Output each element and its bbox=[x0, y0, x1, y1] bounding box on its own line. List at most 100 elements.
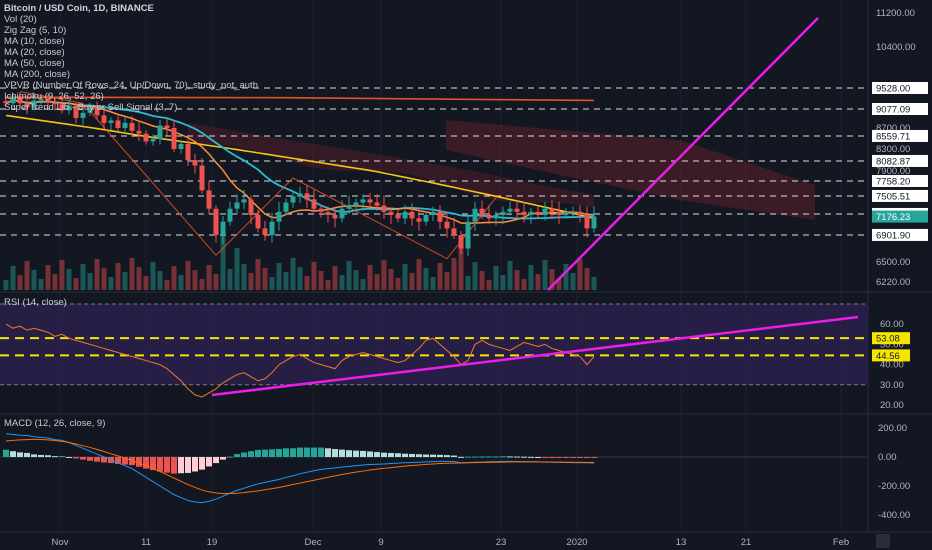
volume-bar bbox=[325, 280, 331, 290]
macd-histogram-bar bbox=[374, 452, 380, 457]
macd-histogram-bar bbox=[45, 455, 51, 457]
candle-body bbox=[150, 138, 156, 142]
candle-body bbox=[10, 97, 16, 104]
candle bbox=[290, 191, 296, 208]
macd-histogram-bar bbox=[353, 450, 359, 457]
candle bbox=[402, 205, 408, 225]
volume-bar bbox=[234, 248, 240, 290]
volume-bar bbox=[17, 275, 23, 290]
candle-body bbox=[493, 215, 499, 219]
volume-bar bbox=[577, 259, 583, 290]
candle-body bbox=[178, 143, 184, 149]
candle-body bbox=[143, 133, 149, 142]
candle bbox=[59, 97, 65, 114]
volume-bar bbox=[395, 278, 401, 290]
candle bbox=[535, 206, 541, 220]
macd-title[interactable]: MACD (12, 26, close, 9) bbox=[4, 418, 106, 429]
candle bbox=[192, 153, 198, 174]
macd-histogram-bar bbox=[500, 456, 506, 458]
candle bbox=[171, 119, 177, 153]
date-tick-label: 13 bbox=[676, 537, 687, 548]
candle-body bbox=[542, 208, 548, 216]
study-ichimoku[interactable]: Ichimoku (9, 26, 52, 26) bbox=[4, 91, 104, 102]
level-price-label: 7758.20 bbox=[876, 176, 910, 187]
study-vpvr[interactable]: VPVR (Number Of Rows, 24, Up/Down, 70), … bbox=[4, 80, 258, 91]
macd-histogram-bar bbox=[3, 449, 9, 457]
candle-body bbox=[185, 143, 191, 161]
candle bbox=[507, 201, 513, 216]
rsi-tick-label: 30.00 bbox=[880, 380, 904, 391]
level-price-label: 9528.00 bbox=[876, 84, 910, 95]
candle bbox=[143, 130, 149, 145]
candle bbox=[136, 122, 142, 141]
rsi-tick-label: 20.00 bbox=[880, 400, 904, 411]
candle-body bbox=[199, 165, 205, 191]
macd-histogram-bar bbox=[570, 457, 576, 458]
candle-body bbox=[136, 130, 142, 134]
candle-body bbox=[584, 215, 590, 229]
macd-histogram-bar bbox=[87, 457, 93, 461]
volume-bar bbox=[185, 261, 191, 290]
candle bbox=[108, 117, 114, 130]
candle bbox=[10, 93, 16, 108]
candle bbox=[556, 201, 562, 225]
candle bbox=[122, 117, 128, 133]
study-supertrend[interactable]: SuperTrend Lib - Buy or Sell Signal (3, … bbox=[4, 102, 178, 113]
study-zigzag[interactable]: Zig Zag (5, 10) bbox=[4, 25, 67, 36]
study-ma10[interactable]: MA (10, close) bbox=[4, 36, 65, 47]
volume-bar bbox=[542, 260, 548, 290]
candle-body bbox=[171, 128, 177, 149]
volume-bar bbox=[276, 263, 282, 290]
candle bbox=[409, 203, 415, 226]
candle-body bbox=[101, 115, 107, 123]
volume-bar bbox=[584, 268, 590, 290]
study-ma50[interactable]: MA (50, close) bbox=[4, 58, 65, 69]
macd-histogram-bar bbox=[241, 452, 247, 457]
volume-bar bbox=[472, 262, 478, 290]
candle bbox=[248, 195, 254, 225]
candle bbox=[318, 205, 324, 218]
volume-bar bbox=[500, 275, 506, 290]
candle bbox=[346, 195, 352, 214]
macd-histogram-bar bbox=[234, 454, 240, 457]
date-tick-label: Feb bbox=[833, 537, 849, 548]
candle-body bbox=[514, 208, 520, 212]
volume-bar bbox=[45, 265, 51, 290]
macd-histogram-bar bbox=[381, 452, 387, 457]
candle bbox=[241, 189, 247, 210]
volume-bar bbox=[521, 279, 527, 290]
volume-bar bbox=[199, 279, 205, 290]
macd-histogram-bar bbox=[206, 457, 212, 467]
candle bbox=[388, 208, 394, 225]
volume-bar bbox=[332, 266, 338, 290]
volume-bar bbox=[164, 280, 170, 290]
rsi-title[interactable]: RSI (14, close) bbox=[4, 297, 67, 308]
candle bbox=[262, 221, 268, 241]
volume-bar bbox=[528, 265, 534, 290]
volume-bar bbox=[388, 269, 394, 290]
candle-body bbox=[395, 215, 401, 219]
volume-bar bbox=[129, 258, 135, 290]
volume-bar bbox=[367, 265, 373, 290]
study-vol[interactable]: Vol (20) bbox=[4, 14, 37, 25]
macd-histogram-bar bbox=[171, 457, 177, 474]
candle bbox=[3, 98, 9, 107]
volume-bar bbox=[549, 269, 555, 290]
macd-histogram-bar bbox=[66, 457, 72, 458]
volume-bar bbox=[451, 258, 457, 290]
volume-bar bbox=[150, 262, 156, 290]
candle-body bbox=[108, 120, 114, 123]
macd-histogram-bar bbox=[528, 456, 534, 458]
candle bbox=[514, 200, 520, 218]
study-ma200[interactable]: MA (200, close) bbox=[4, 69, 70, 80]
volume-bar bbox=[136, 267, 142, 290]
candle-body bbox=[45, 98, 51, 103]
candle bbox=[115, 116, 121, 132]
study-ma20[interactable]: MA (20, close) bbox=[4, 47, 65, 58]
candle-body bbox=[80, 112, 86, 118]
candle bbox=[451, 217, 457, 240]
candle bbox=[528, 208, 534, 225]
date-tick-label: 21 bbox=[741, 537, 752, 548]
candle-body bbox=[346, 205, 352, 209]
